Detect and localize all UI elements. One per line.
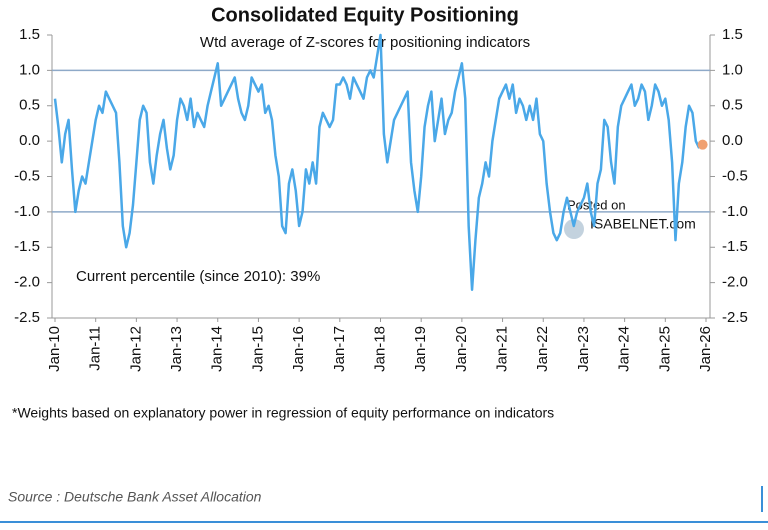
annotation: Current percentile (since 2010): 39% xyxy=(76,268,320,285)
source: Source : Deutsche Bank Asset Allocation xyxy=(8,489,262,505)
y-tick-label: 0.5 xyxy=(19,97,40,114)
y2-tick-label: -1.5 xyxy=(722,238,748,255)
y2-tick-label: 0.0 xyxy=(722,132,743,149)
chart-title: Consolidated Equity Positioning xyxy=(211,4,519,26)
y-tick-label: -0.5 xyxy=(14,167,40,184)
x-tick-label: Jan-10 xyxy=(46,326,63,372)
y-tick-label: -1.5 xyxy=(14,238,40,255)
y2-tick-label: -2.5 xyxy=(722,309,748,326)
x-tick-label: Jan-26 xyxy=(697,326,714,372)
x-tick-label: Jan-21 xyxy=(494,326,511,372)
chart-subtitle: Wtd average of Z-scores for positioning … xyxy=(200,34,530,51)
current-point xyxy=(697,139,708,150)
y2-tick-label: 1.5 xyxy=(722,26,743,43)
y2-tick-label: -0.5 xyxy=(722,167,748,184)
x-tick-label: Jan-18 xyxy=(371,326,388,372)
x-tick-label: Jan-14 xyxy=(209,326,226,372)
y-tick-label: 1.0 xyxy=(19,61,40,78)
y2-tick-label: -1.0 xyxy=(722,203,748,220)
y2-tick-label: 0.5 xyxy=(722,97,743,114)
x-tick-label: Jan-22 xyxy=(534,326,551,372)
y-tick-label: -2.5 xyxy=(14,309,40,326)
x-tick-label: Jan-19 xyxy=(412,326,429,372)
data-line xyxy=(53,33,701,291)
watermark-text: ISABELNET.com xyxy=(590,216,696,232)
y-tick-label: -2.0 xyxy=(14,274,40,291)
x-tick-label: Jan-15 xyxy=(249,326,266,372)
watermark-logo xyxy=(564,219,584,239)
y-tick-label: -1.0 xyxy=(14,203,40,220)
x-tick-label: Jan-16 xyxy=(290,326,307,372)
x-tick-label: Jan-11 xyxy=(87,326,104,371)
y2-tick-label: 1.0 xyxy=(722,61,743,78)
x-tick-label: Jan-13 xyxy=(168,326,185,372)
x-tick-label: Jan-25 xyxy=(656,326,673,372)
y2-tick-label: -2.0 xyxy=(722,274,748,291)
y-tick-label: 0.0 xyxy=(19,132,40,149)
x-tick-label: Jan-20 xyxy=(453,326,470,372)
y-tick-label: 1.5 xyxy=(19,26,40,43)
footnote: *Weights based on explanatory power in r… xyxy=(12,405,554,421)
x-tick-label: Jan-24 xyxy=(616,326,633,372)
x-tick-label: Jan-12 xyxy=(127,326,144,372)
x-tick-label: Jan-17 xyxy=(331,326,348,372)
x-tick-label: Jan-23 xyxy=(575,326,592,372)
